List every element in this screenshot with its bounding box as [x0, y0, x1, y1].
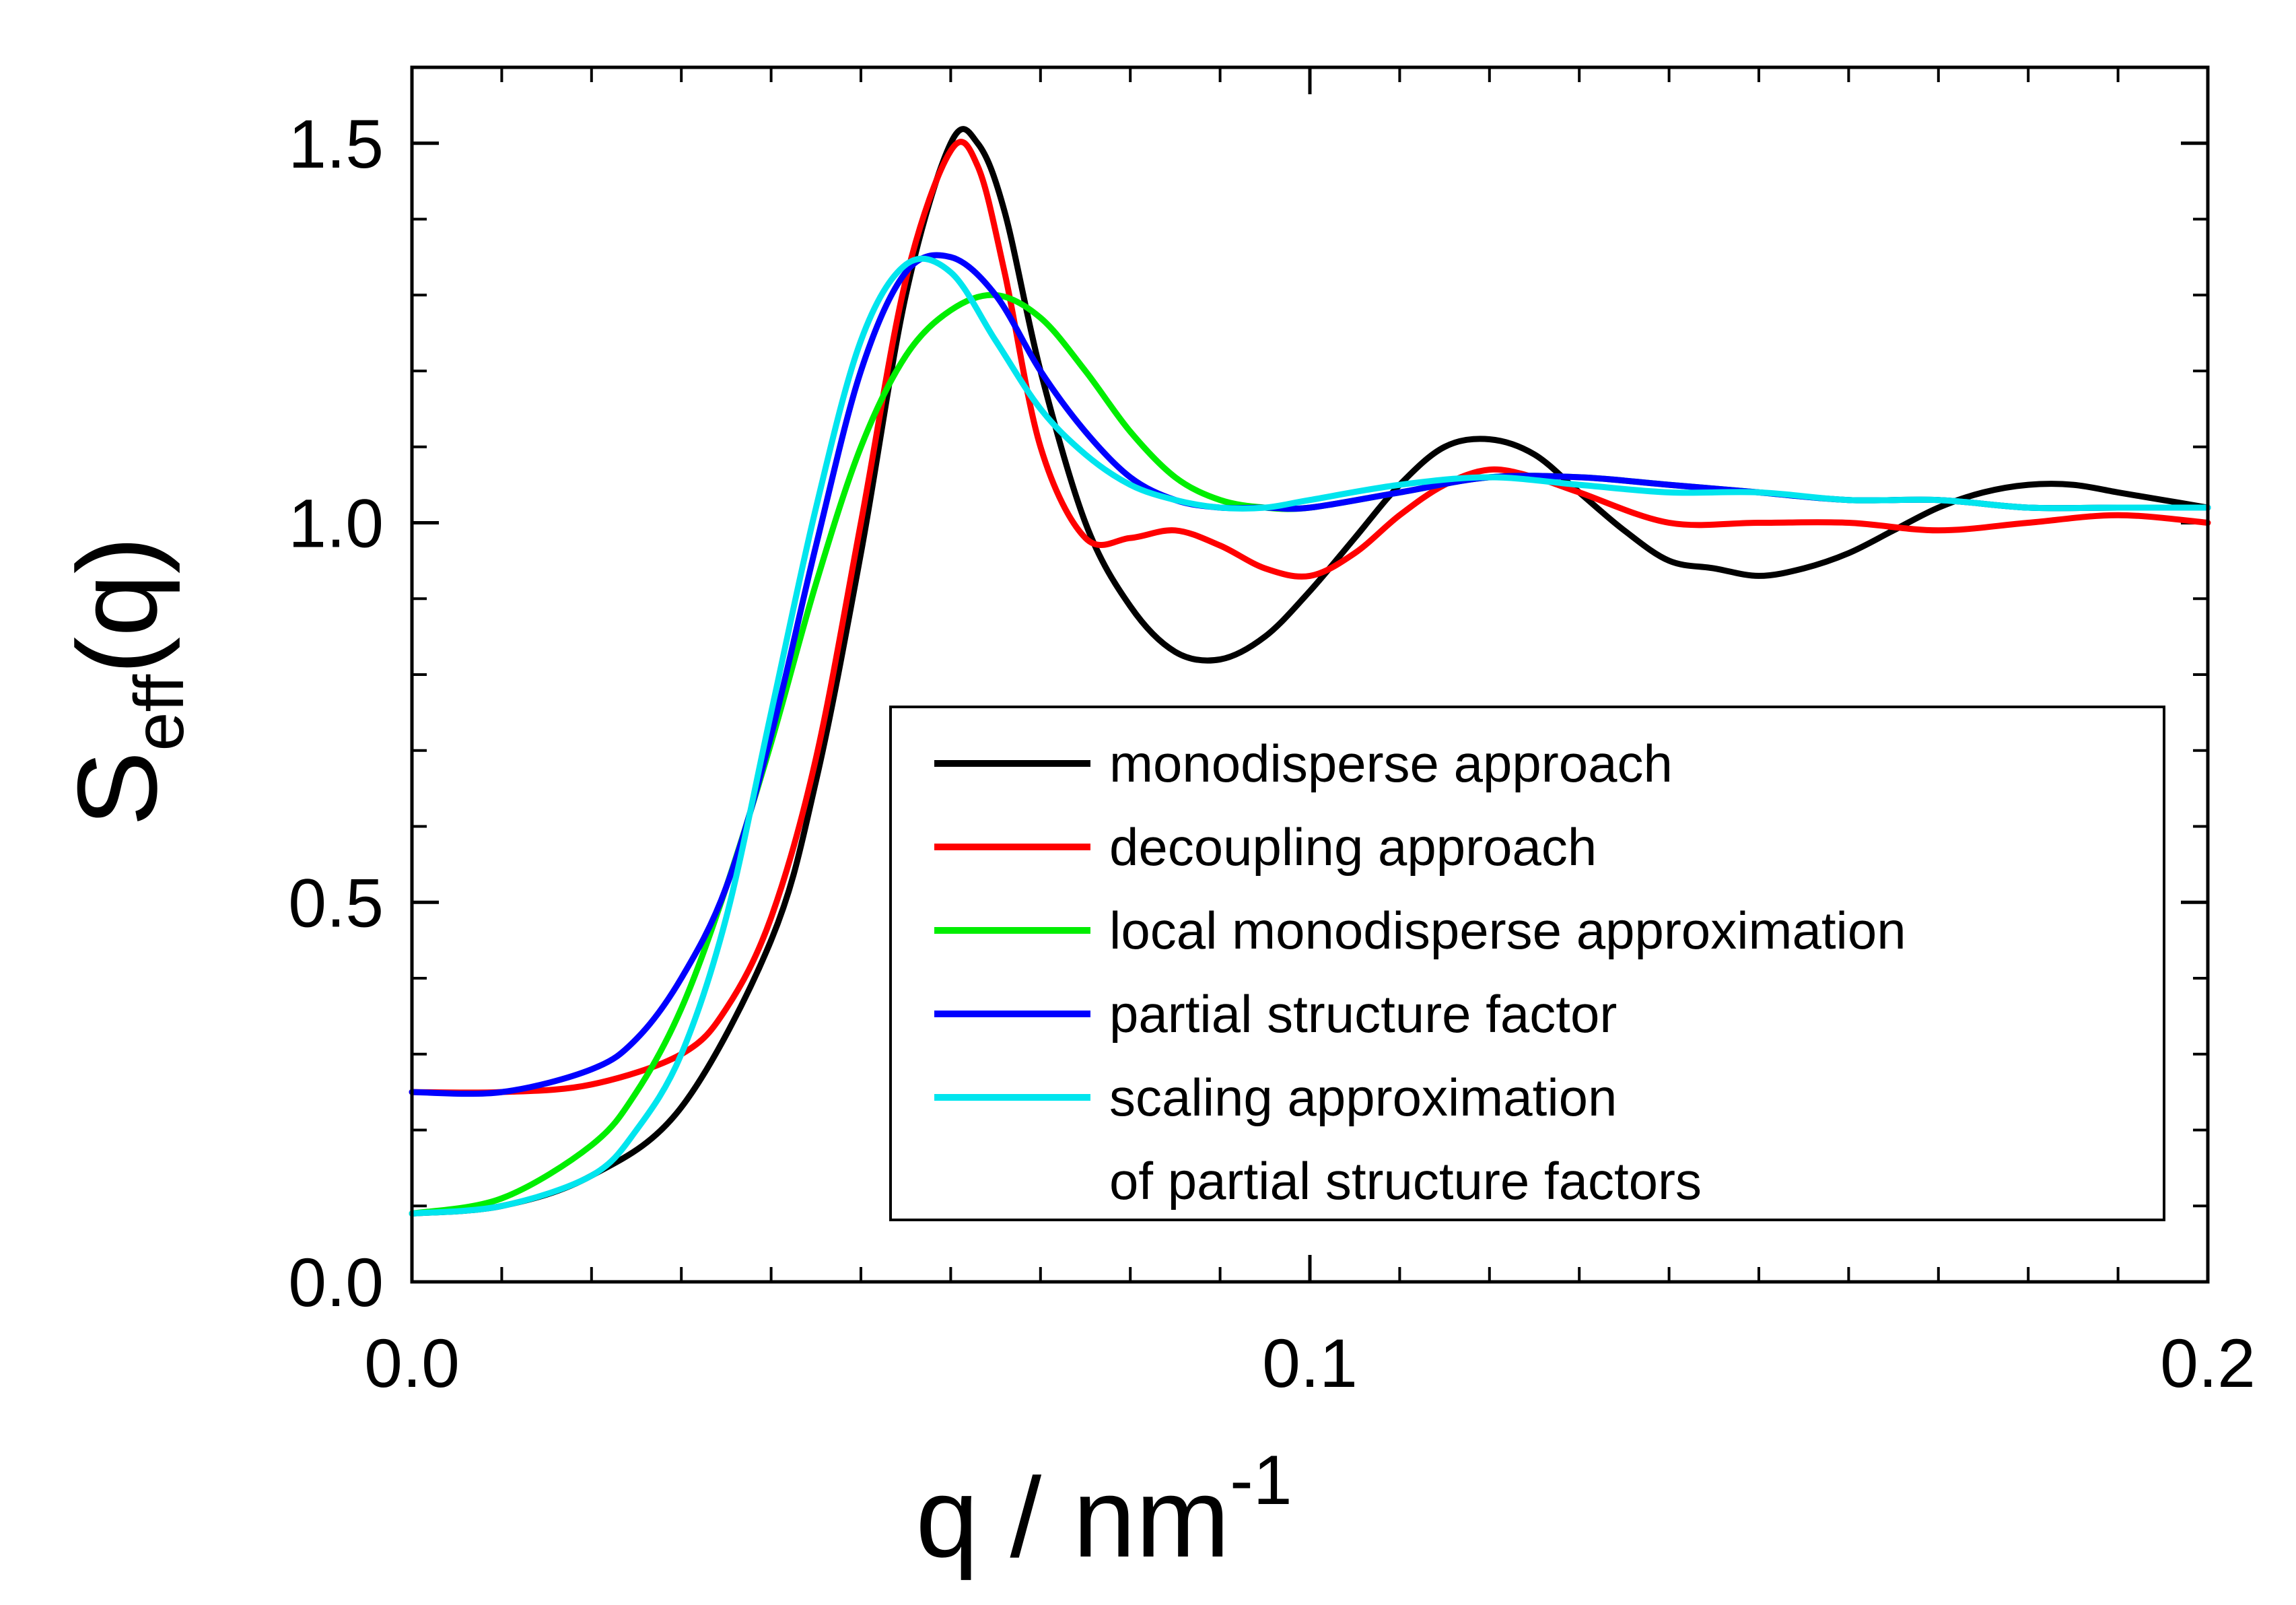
- y-axis-title: Seff(q): [54, 536, 199, 826]
- y-axis-title-subscript: eff: [120, 674, 199, 751]
- legend-entries: monodisperse approach decoupling approach…: [934, 734, 1906, 1210]
- x-tick-label: 0.0: [364, 1325, 460, 1402]
- y-axis-title-main: S: [54, 751, 180, 827]
- y-tick-label: 0.5: [288, 864, 384, 941]
- y-axis-title-suffix: (q): [54, 536, 180, 674]
- plot-frame: [410, 65, 2210, 1284]
- series-line-1: [409, 139, 2211, 1096]
- x-tick-label: 0.2: [2160, 1325, 2256, 1402]
- legend-label: decoupling approach: [1109, 817, 1597, 877]
- legend-label: partial structure factor: [1109, 984, 1617, 1044]
- x-axis-title-main: q / nm: [915, 1454, 1230, 1581]
- y-tick-label: 1.5: [288, 106, 384, 182]
- legend-label: monodisperse approach: [1109, 734, 1673, 793]
- x-tick-labels: 0.0 0.1 0.2: [364, 1325, 2256, 1402]
- y-tick-label: 1.0: [288, 485, 384, 562]
- series-lines: [409, 126, 2211, 1217]
- legend-label-line2: of partial structure factors: [1109, 1151, 1702, 1210]
- legend-label: local monodisperse approximation: [1109, 901, 1906, 960]
- y-tick-label: 0.0: [288, 1244, 384, 1321]
- legend-label: scaling approximation: [1109, 1068, 1617, 1127]
- series-line-0: [409, 126, 2211, 1217]
- x-minor-ticks: [500, 67, 2120, 1282]
- x-axis-title: q / nm-1: [915, 1441, 1292, 1581]
- y-tick-labels: 0.0 0.5 1.0 1.5: [288, 106, 384, 1321]
- x-axis-title-superscript: -1: [1230, 1441, 1292, 1519]
- legend-box: [889, 706, 2165, 1221]
- series-line-4: [409, 255, 2211, 1217]
- x-tick-label: 0.1: [1262, 1325, 1358, 1402]
- y-minor-ticks: [412, 217, 2208, 1208]
- legend: monodisperse approach decoupling approach…: [889, 706, 2165, 1221]
